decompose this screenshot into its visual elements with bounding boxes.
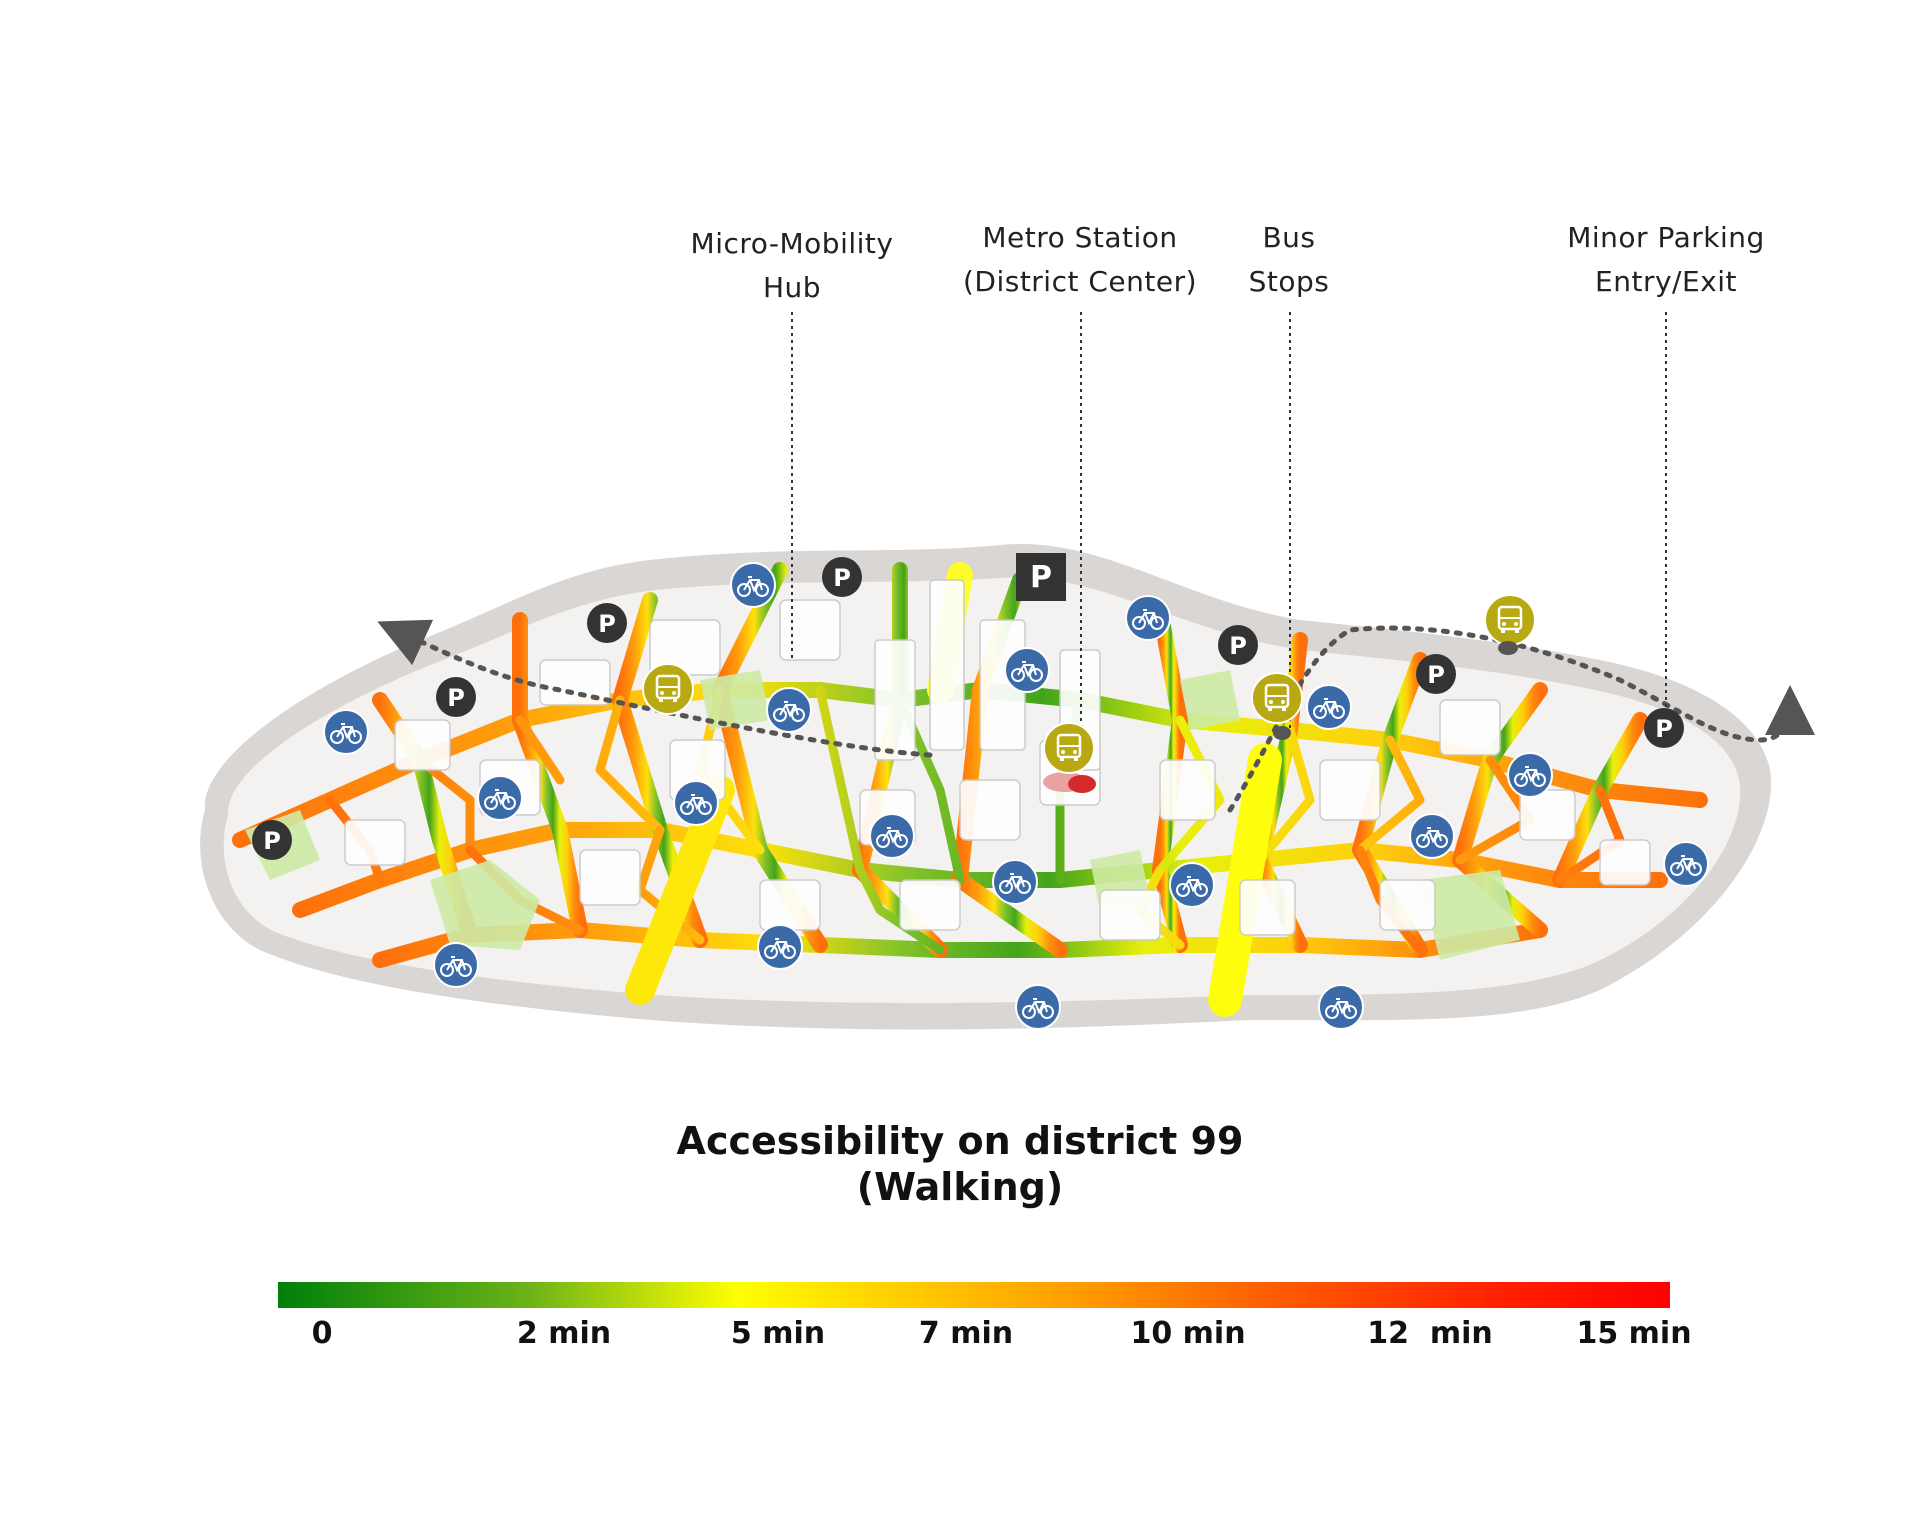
svg-text:P: P xyxy=(598,610,616,638)
parking-icon: P xyxy=(436,677,476,717)
callout-leaders xyxy=(791,312,1667,760)
parking-icon: P xyxy=(1218,625,1258,665)
bus-stop-dot xyxy=(1498,641,1518,655)
parking-icon: P xyxy=(1016,553,1066,601)
svg-text:P: P xyxy=(833,564,851,592)
legend-tick: 5 min xyxy=(730,1316,826,1351)
green-parcels xyxy=(245,670,1520,960)
callout-minor-parking: Minor Parking Entry/Exit xyxy=(1567,216,1765,304)
buildings xyxy=(344,579,1651,941)
bus-stop-dot xyxy=(1273,726,1291,740)
callout-micro-mobility-hub: Micro-Mobility Hub xyxy=(691,222,894,310)
bike-icon xyxy=(1409,813,1455,859)
callout-line: Minor Parking xyxy=(1567,221,1765,254)
callout-metro-station: Metro Station (District Center) xyxy=(963,216,1197,304)
parking-icon: P xyxy=(587,603,627,643)
bike-icon xyxy=(1015,984,1061,1030)
route-west xyxy=(377,619,933,758)
legend-tick: 12 min xyxy=(1367,1316,1493,1351)
legend-color-bar xyxy=(278,1282,1670,1308)
bike-icon xyxy=(433,942,479,988)
callout-line: Micro-Mobility xyxy=(690,227,894,260)
bike-icon xyxy=(1507,752,1553,798)
parking-icon: P xyxy=(1416,654,1456,694)
bus-icon xyxy=(1250,671,1304,725)
bike-icon xyxy=(1169,862,1215,908)
bike-icon xyxy=(992,859,1038,905)
bike-icon xyxy=(1318,984,1364,1030)
legend-tick: 2 min xyxy=(516,1316,612,1351)
map-title: Accessibility on district 99 (Walking) xyxy=(0,1118,1920,1210)
svg-text:P: P xyxy=(1427,661,1445,689)
bus-icons xyxy=(641,593,1537,775)
bike-icon xyxy=(869,813,915,859)
parking-icon: P xyxy=(252,820,292,860)
bus-icon xyxy=(1042,721,1096,775)
callout-line: Bus xyxy=(1262,221,1316,254)
callout-line: Hub xyxy=(762,271,822,304)
svg-text:P: P xyxy=(263,827,281,855)
bike-icon xyxy=(1004,647,1050,693)
callout-bus-stops: Bus Stops xyxy=(1249,216,1330,304)
svg-text:P: P xyxy=(1655,715,1673,743)
title-subline: (Walking) xyxy=(856,1165,1064,1209)
title-line: Accessibility on district 99 xyxy=(676,1119,1244,1163)
callout-line: Stops xyxy=(1248,265,1330,298)
bike-icon xyxy=(1125,595,1171,641)
callout-line: Entry/Exit xyxy=(1595,265,1737,298)
svg-text:P: P xyxy=(1030,560,1052,595)
parking-icon: P xyxy=(822,557,862,597)
bike-icon xyxy=(323,709,369,755)
bus-icon xyxy=(641,662,695,716)
parking-icons: P P P P P P P P xyxy=(252,553,1684,860)
bike-icon xyxy=(673,780,719,826)
bike-icon xyxy=(1306,684,1352,730)
bike-icon xyxy=(1663,841,1709,887)
svg-text:P: P xyxy=(447,684,465,712)
bike-icon xyxy=(477,775,523,821)
legend-tick: 15 min xyxy=(1576,1316,1692,1351)
legend-tick: 7 min xyxy=(918,1316,1014,1351)
bike-icon xyxy=(757,924,803,970)
legend-tick: 0 xyxy=(311,1316,333,1351)
callout-line: (District Center) xyxy=(962,265,1198,298)
bike-icon xyxy=(730,562,776,608)
legend-tick: 10 min xyxy=(1130,1316,1246,1351)
svg-text:P: P xyxy=(1229,632,1247,660)
callout-line: Metro Station xyxy=(982,221,1178,254)
metro-station-marker xyxy=(1043,772,1096,793)
bike-icon xyxy=(766,687,812,733)
parking-icon: P xyxy=(1644,708,1684,748)
bus-icon xyxy=(1483,593,1537,647)
